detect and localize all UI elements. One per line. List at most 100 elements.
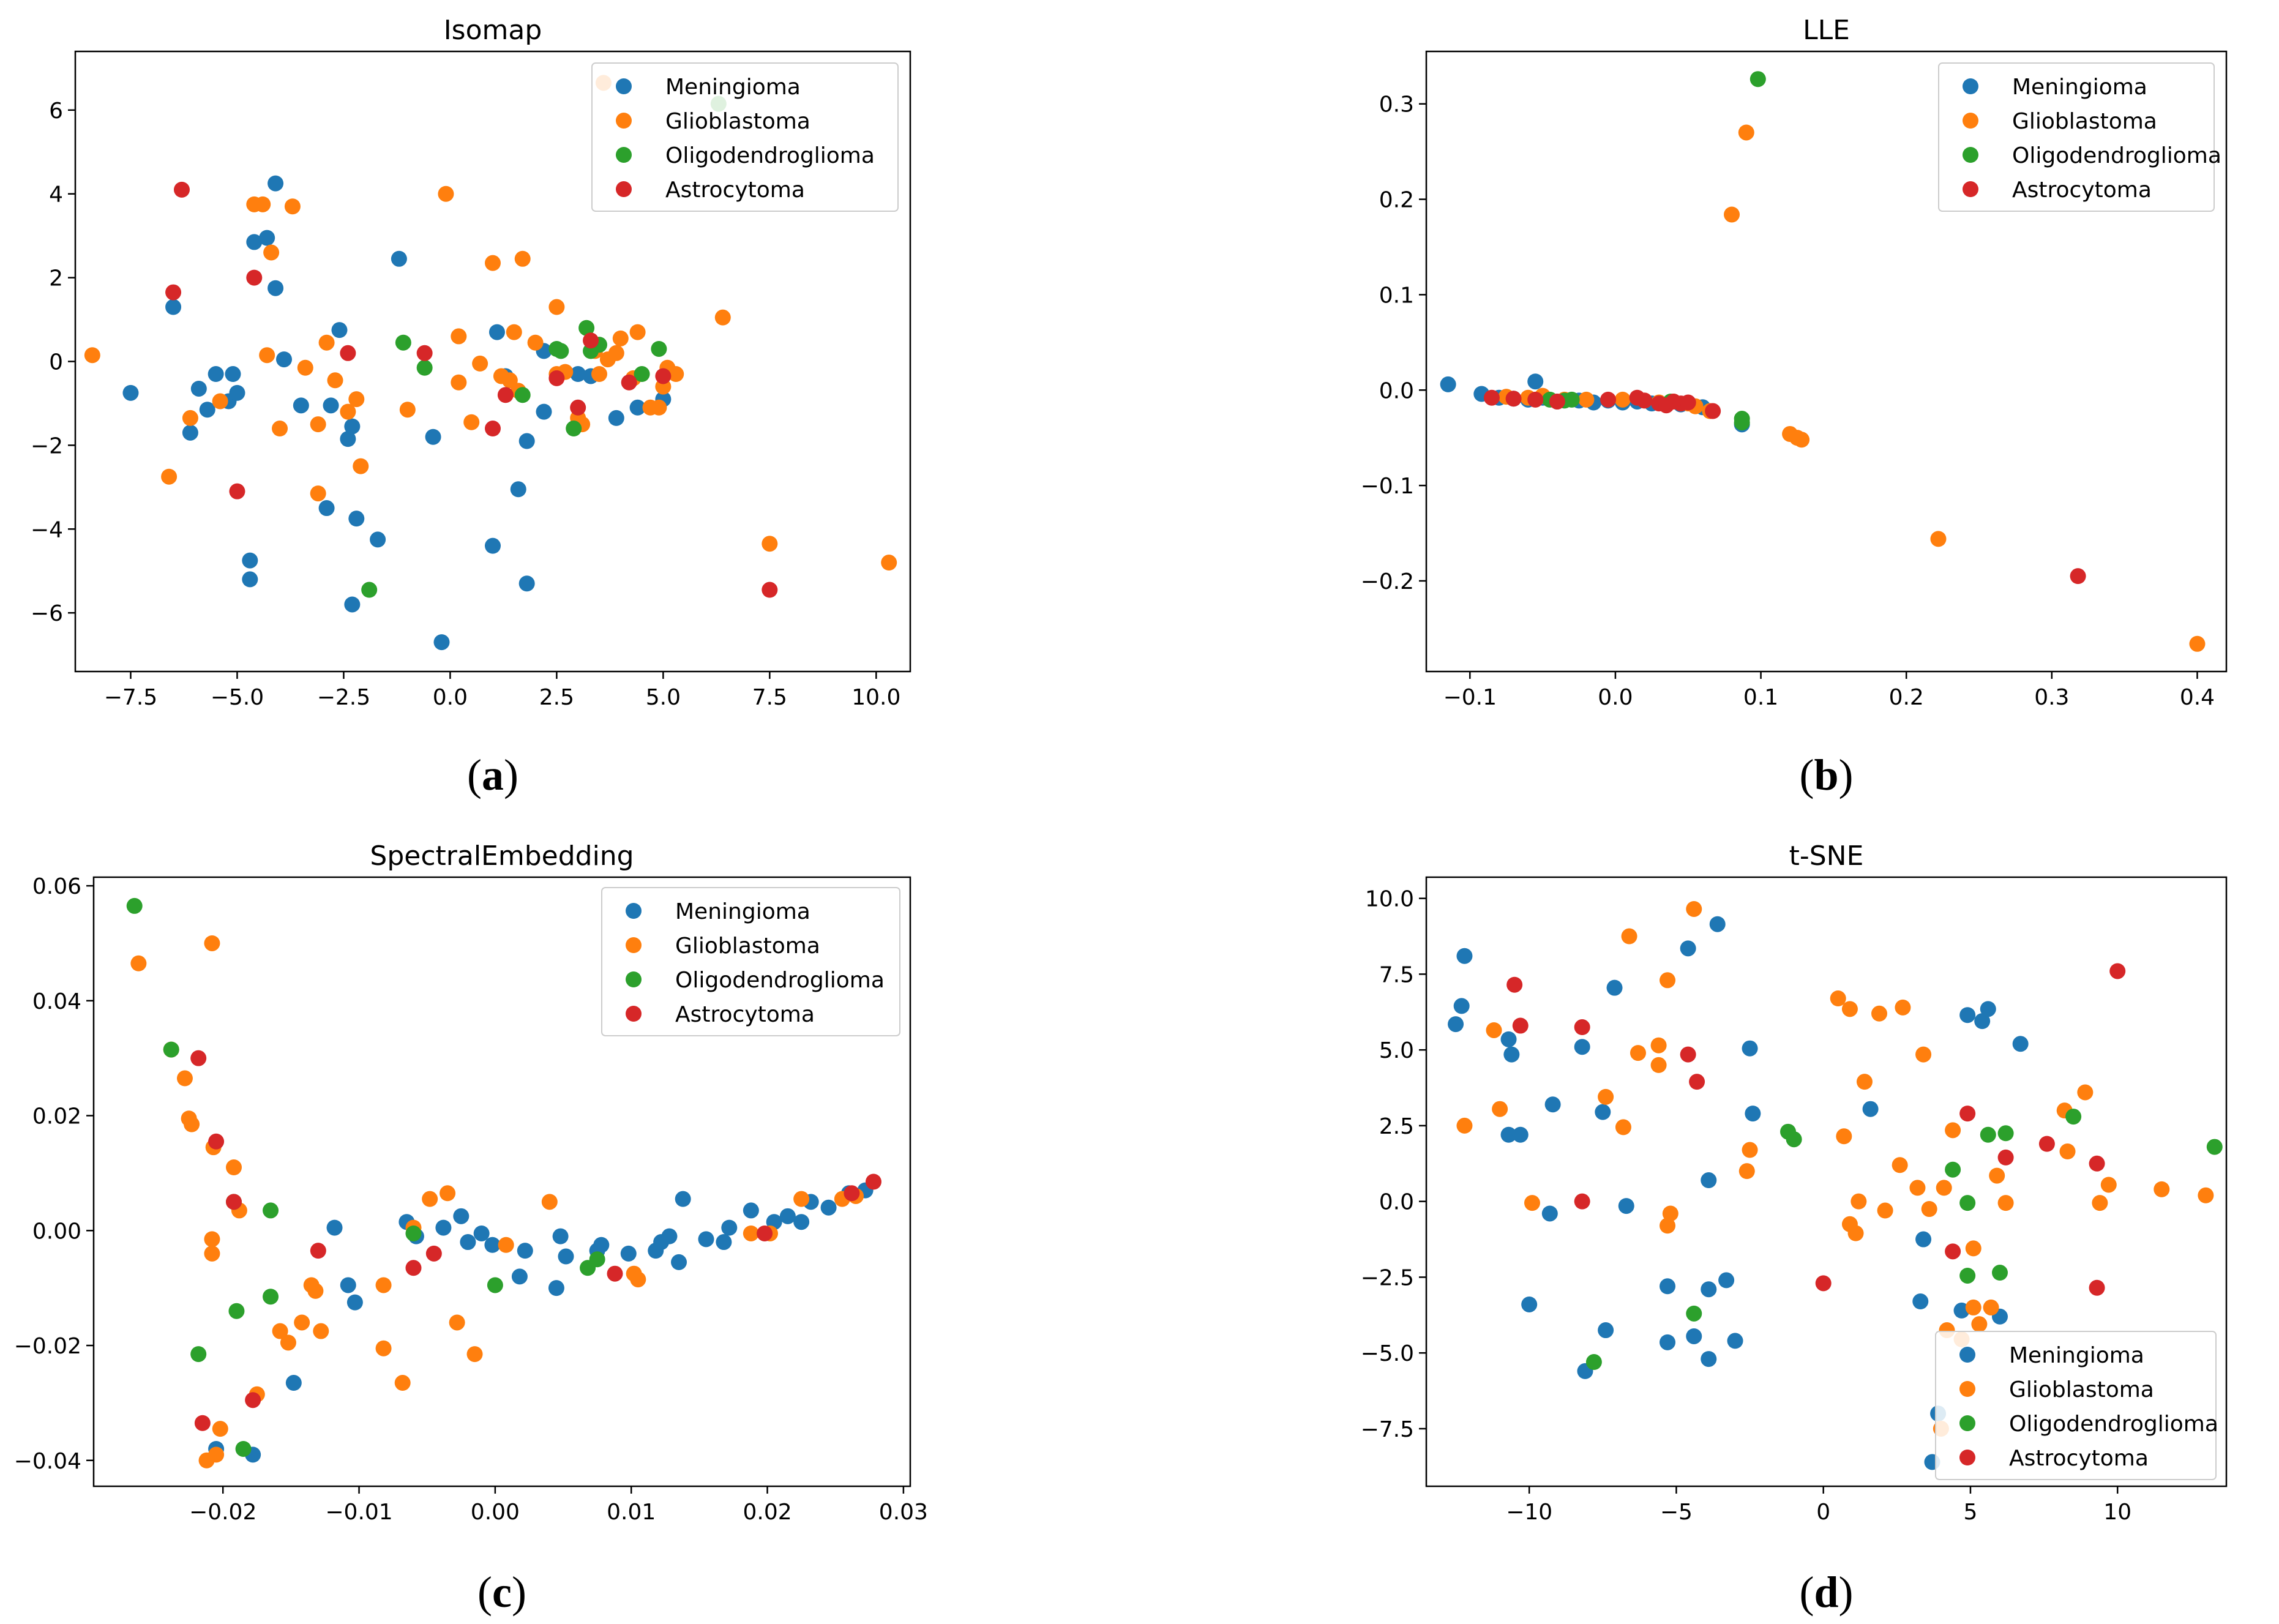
data-point-meningioma [1680,940,1696,957]
data-point-meningioma [318,500,335,517]
data-point-meningioma [225,366,241,383]
series-meningioma [122,175,672,651]
data-point-glioblastoma [1936,1180,1952,1196]
data-point-oligodendroglioma [190,1346,207,1363]
data-point-glioblastoma [2092,1195,2108,1211]
x-tick-label: 0.3 [2034,685,2069,710]
data-point-meningioma [344,418,361,435]
data-point-astrocytoma [497,387,514,403]
x-tick-label: −0.1 [1443,685,1497,710]
data-point-meningioma [433,634,450,651]
y-tick-label: 6 [49,99,63,124]
x-tick-label: 2.5 [539,685,574,710]
data-point-oligodendroglioma [416,359,433,376]
data-point-glioblastoma [348,391,365,408]
data-point-glioblastoma [2198,1187,2214,1203]
data-point-meningioma [620,1245,637,1262]
y-tick-label: 0.0 [1379,1190,1414,1215]
data-point-meningioma [1512,1126,1529,1143]
data-point-meningioma [1727,1333,1743,1349]
y-tick-label: 2.5 [1379,1114,1414,1139]
x-tick-label: 0.03 [879,1500,928,1525]
data-point-glioblastoma [161,468,178,485]
data-point-meningioma [1745,1106,1761,1122]
panel-isomap: Isomap −7.5 −5.0 −2.5 0.0 2.5 5.0 7.5 10.0 −6 −4 −2… [31,15,911,799]
data-point-meningioma [1598,1322,1614,1339]
data-point-astrocytoma [2038,1136,2055,1152]
data-point-meningioma [340,431,356,447]
data-point-glioblastoma [668,366,684,383]
data-point-oligodendroglioma [1997,1125,2014,1142]
legend-label-astrocytoma: Astrocytoma [675,1002,815,1027]
data-point-meningioma [1959,1007,1976,1023]
data-point-glioblastoma [485,255,501,271]
data-point-meningioma [1701,1281,1717,1298]
data-point-meningioma [229,384,245,401]
data-point-glioblastoma [310,485,326,502]
x-tick-label: 5 [1963,1500,1977,1525]
data-point-meningioma [346,1294,363,1311]
data-point-meningioma [1521,1296,1538,1312]
data-point-astrocytoma [1506,976,1523,993]
series-oligodendroglioma [126,897,605,1457]
data-point-oligodendroglioma [1945,1161,1961,1178]
data-point-glioblastoma [1965,1299,1981,1315]
y-tick-label: 0.0 [1379,378,1414,403]
data-point-glioblastoma [1856,1074,1873,1090]
legend-marker-glioblastoma [1959,1381,1975,1397]
data-point-meningioma [517,1243,533,1259]
legend-label-meningioma: Meningioma [2012,75,2147,100]
x-tick-label: 5.0 [646,685,681,710]
data-point-meningioma [182,424,198,441]
legend: Meningioma Glioblastoma Oligodendroglioma A… [1938,62,2221,212]
data-point-glioblastoma [548,299,565,315]
data-point-meningioma [518,433,535,449]
data-point-meningioma [536,403,552,420]
data-point-glioblastoma [1989,1167,2005,1184]
legend-box [591,62,899,212]
data-point-meningioma [1974,1013,1991,1030]
data-point-meningioma [1980,1001,1996,1017]
data-point-glioblastoma [375,1340,392,1356]
data-point-glioblastoma [1983,1299,1999,1315]
y-tick-label: 0.00 [32,1219,81,1244]
data-point-meningioma [2012,1036,2029,1052]
data-point-oligodendroglioma [1980,1126,1996,1143]
data-point-glioblastoma [1615,1119,1631,1136]
legend-label-glioblastoma: Glioblastoma [675,934,820,959]
data-point-glioblastoma [307,1282,324,1299]
legend-marker-meningioma [1959,1347,1975,1363]
panel-spectral-embedding: SpectralEmbedding −0.02 −0.01 0.00 0.01 0.02 0… [14,840,928,1617]
data-point-meningioma [716,1234,732,1251]
data-point-meningioma [370,531,386,548]
data-point-glioblastoma [204,1245,220,1262]
series-astrocytoma [190,1050,881,1431]
data-point-glioblastoma [1662,1205,1678,1222]
data-point-glioblastoma [1965,1240,1981,1257]
data-point-meningioma [268,175,284,192]
legend-box [601,887,900,1036]
caption-open: ( [467,750,482,799]
data-point-meningioma [593,1237,610,1253]
data-point-meningioma [326,1219,343,1236]
x-tick-label: 7.5 [752,685,787,710]
data-point-glioblastoma [1971,1316,1988,1333]
data-point-astrocytoma [425,1245,442,1262]
data-point-glioblastoma [527,334,544,351]
legend-label-meningioma: Meningioma [2009,1343,2144,1368]
data-point-astrocytoma [1574,1019,1590,1036]
data-point-glioblastoma [2154,1181,2170,1197]
data-point-meningioma [1544,1096,1561,1113]
data-point-glioblastoma [1738,1163,1755,1180]
axes-frame [1425,876,2228,1487]
data-point-oligodendroglioma [1992,1265,2008,1281]
data-point-astrocytoma [621,374,637,391]
legend-marker-astrocytoma [626,1006,642,1022]
data-point-glioblastoma [212,393,228,410]
data-point-oligodendroglioma [553,343,569,359]
caption-close: ) [1839,750,1854,799]
y-tick-label: 0.02 [32,1104,81,1129]
legend-label-glioblastoma: Glioblastoma [665,109,810,134]
legend-label-oligodendroglioma: Oligodendroglioma [675,968,885,993]
data-point-glioblastoma [1742,1142,1758,1158]
